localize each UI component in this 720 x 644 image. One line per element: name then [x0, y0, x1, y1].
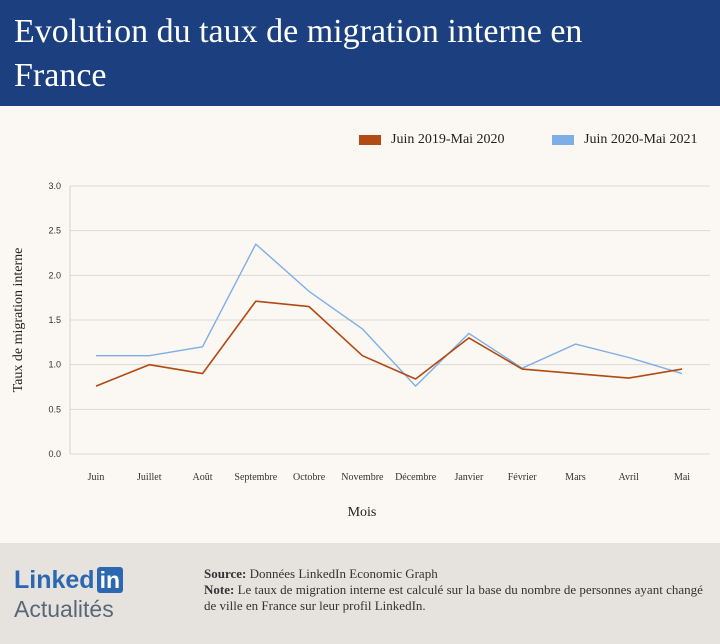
footer-notes: Source: Données LinkedIn Economic Graph …: [204, 566, 704, 614]
series-line-2020-2021: [96, 243, 683, 387]
x-tick-label: Août: [193, 472, 213, 483]
x-tick-label: Février: [508, 472, 538, 483]
series-line-2019-2020: [95, 300, 683, 387]
series-lines: [95, 243, 683, 387]
x-tick-label: Octobre: [293, 472, 326, 483]
x-tick-label: Septembre: [234, 472, 277, 483]
legend-label-2020: Juin 2020-Mai 2021: [584, 132, 698, 147]
x-tick-label: Juin: [88, 472, 105, 483]
chart-area: [0, 106, 720, 543]
x-tick-label: Mai: [674, 472, 690, 483]
x-tick-label: Décembre: [395, 472, 437, 483]
legend-swatch-2020: [552, 135, 574, 145]
y-tick-label: 0.5: [48, 404, 61, 414]
x-axis-label: Mois: [348, 505, 377, 520]
x-axis-ticks: Juin Juillet Août Septembre Octobre Novembre D…: [88, 472, 691, 483]
y-axis-label: Taux de migration interne: [11, 248, 26, 393]
x-tick-label: Mars: [565, 472, 586, 483]
header-banner: Evolution du taux de migration interne e…: [0, 0, 720, 106]
linkedin-logo: Linked in Actualités: [14, 566, 124, 624]
y-tick-label: 2.5: [48, 226, 61, 236]
line-chart: 0.0 0.5 1.0 1.5 2.0 2.5 3.0 Juin Juillet Août Sep…: [11, 181, 710, 520]
page-title: Evolution du taux de migration interne e…: [14, 13, 583, 94]
logo-in-badge: in: [96, 567, 124, 593]
legend-label-2019: Juin 2019-Mai 2020: [391, 132, 505, 147]
source-line: Source: Données LinkedIn Economic Graph: [204, 566, 438, 581]
x-tick-label: Janvier: [454, 472, 484, 483]
legend-swatch-2019: [359, 135, 381, 145]
x-tick-label: Avril: [619, 472, 640, 483]
y-tick-label: 2.0: [48, 270, 61, 280]
y-tick-label: 1.0: [48, 360, 61, 370]
footer: [0, 543, 720, 644]
logo-linked-text: Linked: [14, 566, 95, 594]
y-axis-ticks: 0.0 0.5 1.0 1.5 2.0 2.5 3.0: [48, 181, 61, 459]
legend-item-2020: Juin 2020-Mai 2021: [552, 130, 698, 150]
note-line: Note: Le taux de migration interne est c…: [204, 582, 703, 613]
y-tick-label: 3.0: [48, 181, 61, 191]
logo-actualites-text: Actualités: [14, 596, 114, 622]
chart-grid: [69, 185, 710, 455]
x-tick-label: Juillet: [137, 472, 162, 483]
legend-item-2019: Juin 2019-Mai 2020: [359, 130, 505, 150]
y-tick-label: 1.5: [48, 315, 61, 325]
y-tick-label: 0.0: [48, 449, 61, 459]
x-tick-label: Novembre: [341, 472, 384, 483]
